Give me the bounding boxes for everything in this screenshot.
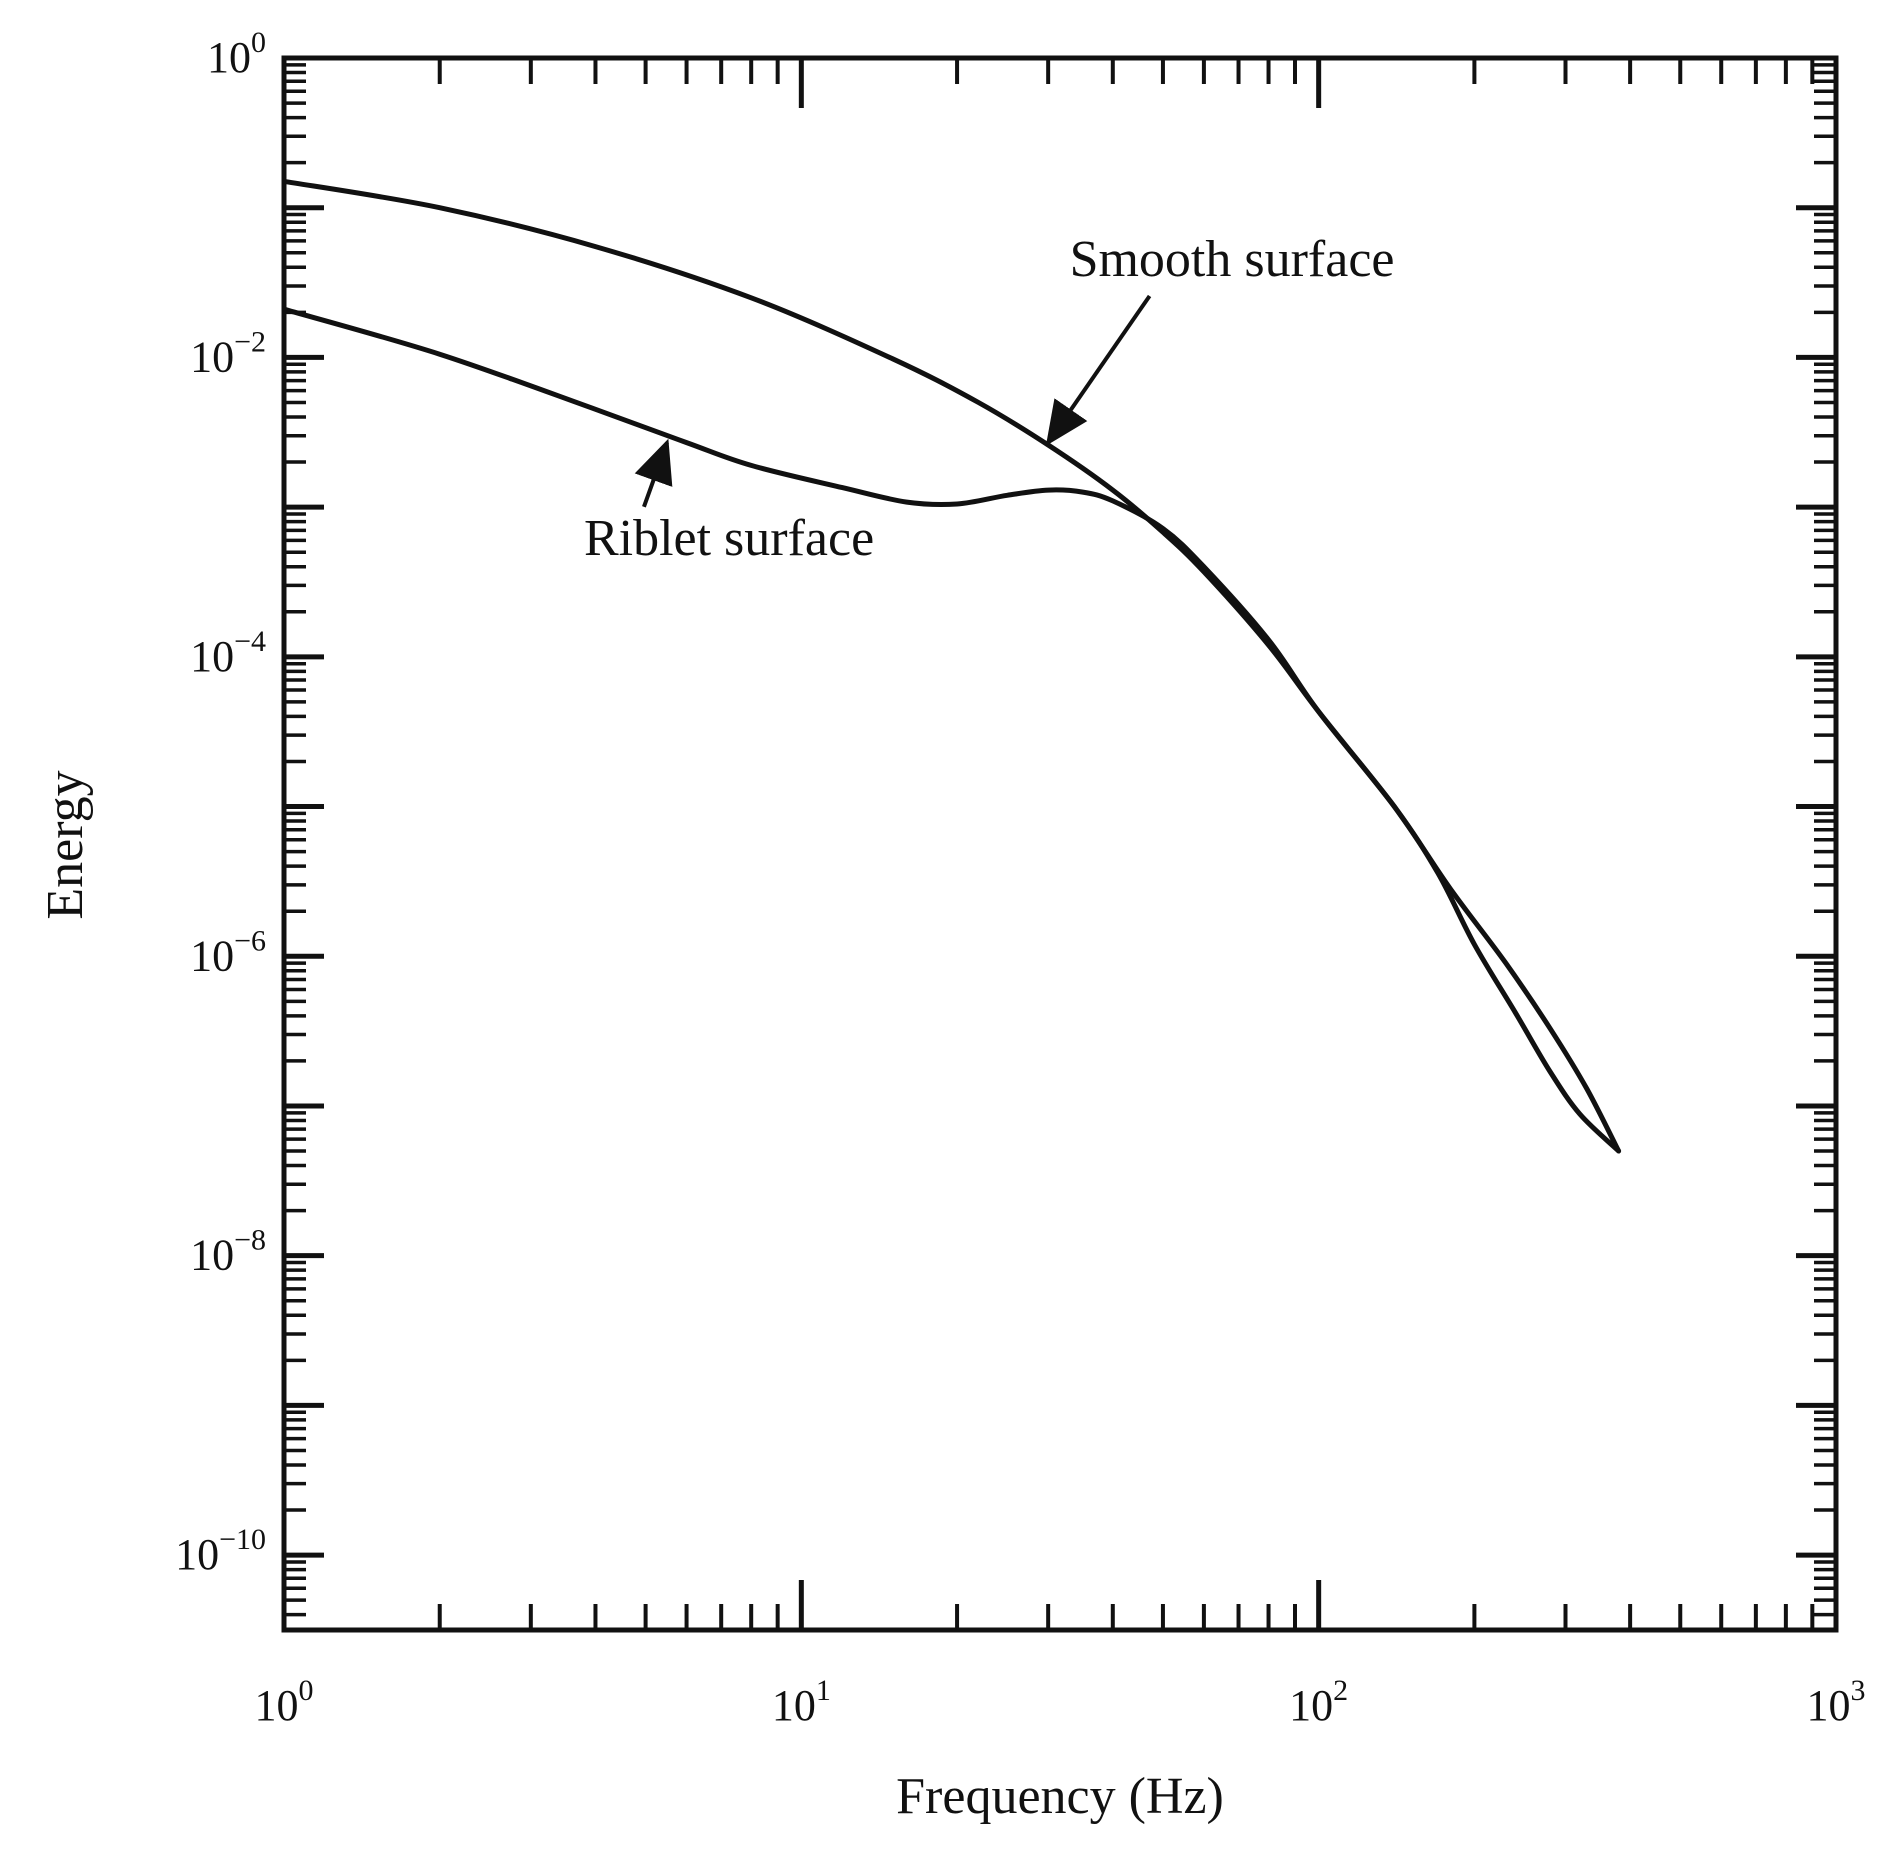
y-tick-label: 10−10 [175,1523,266,1579]
y-tick-labels: 100 10−2 10−4 10−6 10−8 10−10 [175,26,266,1579]
x-tick-label: 102 [1289,1674,1348,1730]
annotation-arrow-riblet [634,438,673,508]
annotation-arrow-smooth [1045,294,1152,446]
annotation-layer: Smooth surface Riblet surface [584,231,1395,567]
y-tick-label: 10−6 [190,924,266,980]
x-axis-title: Frequency (Hz) [896,1768,1224,1825]
y-axis-title: Energy [37,770,94,919]
annotation-riblet: Riblet surface [584,510,874,567]
y-tick-label: 10−4 [190,625,266,681]
plot-frame [281,55,1839,1633]
y-tick-label: 10−2 [190,325,266,381]
x-tick-label: 103 [1807,1674,1866,1730]
y-minor-ticks [284,63,1836,1617]
y-tick-label: 10−8 [190,1224,266,1280]
series-layer [281,178,1622,1154]
x-minor-ticks [437,58,1815,1630]
x-tick-label: 100 [255,1674,314,1730]
x-tick-label: 101 [772,1674,831,1730]
x-tick-labels: 100 101 102 103 [255,1674,1866,1730]
y-tick-label: 100 [207,26,266,82]
annotation-smooth: Smooth surface [1070,231,1395,288]
